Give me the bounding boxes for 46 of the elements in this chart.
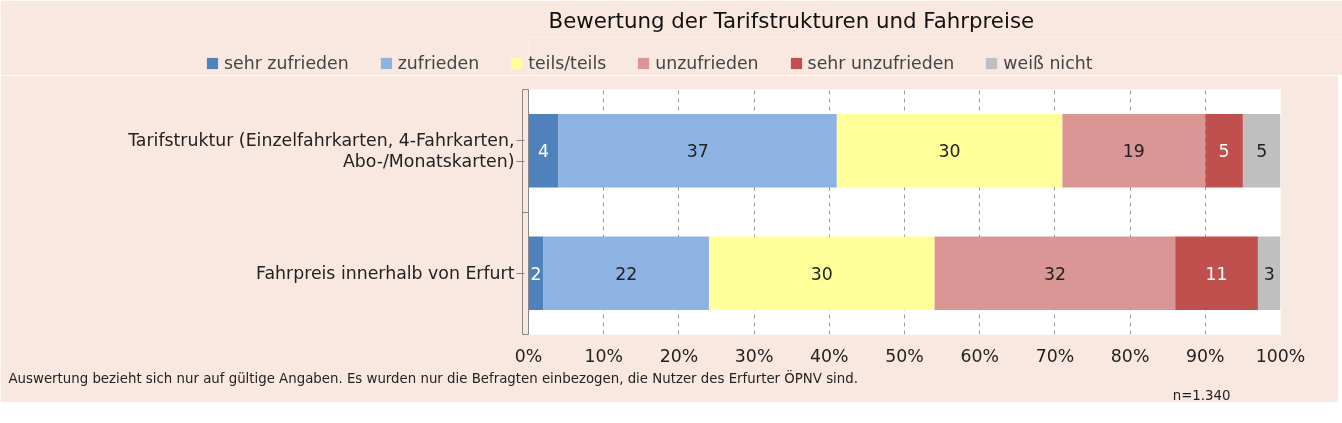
x-tick-label: 30% [734,345,774,366]
x-tick-label: 70% [1035,345,1075,366]
bar [1062,114,1206,188]
x-tick-label: 20% [659,345,699,366]
bar [528,236,544,310]
data-label: 30 [938,141,961,162]
bar [708,236,935,310]
legend-label: zufrieden [397,53,480,73]
y-tick-label: Tarifstruktur (Einzelfahrkarten, 4-Fahrkarten, Abo-/Monatskarten) [127,130,515,172]
x-tick-label: 0% [514,345,543,366]
legend-label: sehr unzufrieden [807,53,955,73]
data-label: 11 [1205,263,1228,284]
x-tick-label: 10% [584,345,623,366]
data-label: 32 [1043,263,1066,284]
x-tick-label: 100% [1255,345,1306,366]
bar [1205,114,1243,188]
bar [1257,236,1281,310]
legend-label: sehr zufrieden [224,53,349,73]
text: Auswertung bezieht sich nur auf gültige Angaben. Es wurden nur die Befragten einbezogen, die Nutzer des Erfurter ÖPNV sind. [8,368,858,386]
data-label: 3 [1263,263,1275,284]
x-tick-label: 50% [885,345,924,366]
legend-label: weiß nicht [1003,53,1093,73]
x-tick-label: 90% [1186,345,1225,366]
x-tick-label: 60% [960,345,999,366]
data-label: 19 [1122,141,1145,162]
bar [558,114,837,188]
bar [528,114,559,188]
bar [934,236,1176,310]
chart-title: Bewertung der Tarifstrukturen und Fahrpreise [548,7,1035,33]
bar [1175,236,1258,310]
text: n=1.340 [1172,387,1231,403]
data-label: 4 [538,141,550,162]
data-label: 5 [1218,141,1230,162]
data-label: 2 [530,263,542,284]
data-label: 5 [1256,141,1268,162]
x-tick-label: 80% [1110,345,1150,366]
legend-label: unzufrieden [655,53,759,73]
data-label: 22 [615,263,638,284]
bar [836,114,1063,188]
data-label: 37 [686,141,709,162]
legend-label: teils/teils [528,53,607,73]
data-label: 30 [810,263,833,284]
y-tick-label: Fahrpreis innerhalb von Erfurt [256,263,515,284]
bar [1242,114,1281,188]
bar [543,236,709,310]
x-tick-label: 40% [810,345,849,366]
